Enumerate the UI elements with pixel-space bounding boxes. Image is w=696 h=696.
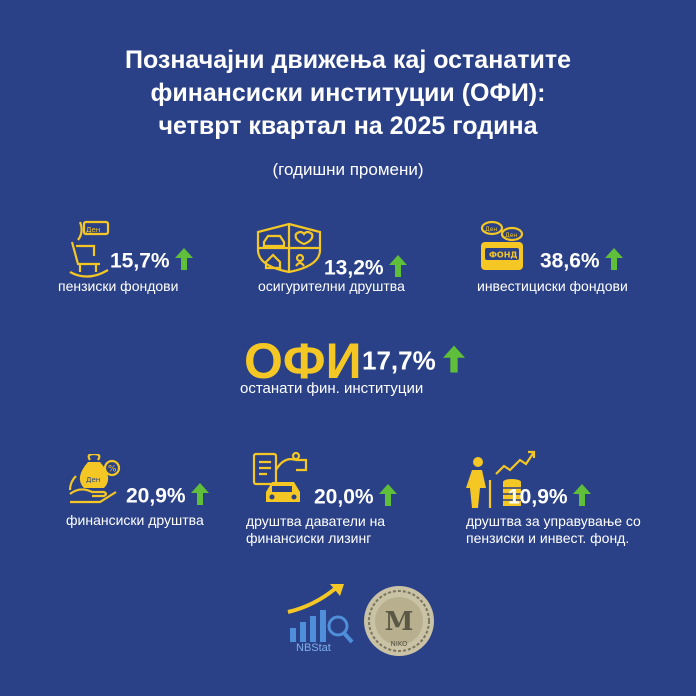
page-subtitle: (годишни промени) [272,160,424,179]
elder-coins-growth-icon [462,450,538,510]
pension-label: пензиски фондови [58,278,179,294]
up-arrow-icon [175,248,194,276]
title-line-3: четврт квартал на 2025 година [158,112,538,140]
management-label-line-1: друштва за управување со [466,513,641,529]
investment-value: 38,6% [540,248,624,276]
title-line-2: финансиски институции (ОФИ): [150,79,546,107]
ofi-label: останати фин. институции [240,380,424,397]
leasing-value: 20,0% [314,484,398,512]
leasing-label-line-1: друштва даватели на [246,513,386,529]
ofi-value: 17,7% [362,345,465,380]
management-label: друштва за управување со пензиски и инве… [466,513,641,547]
management-value: 10,9% [508,484,592,512]
nbstat-label: NBStat [296,642,331,654]
rocking-chair-money-icon: Ден [66,218,112,282]
seal-text: NIKO [390,640,408,648]
svg-text:M: M [385,607,414,637]
up-arrow-icon [573,484,592,512]
page-title: Позначајни движења кај останатите финанс… [0,44,696,143]
title-line-1: Позначајни движења кај останатите [125,46,571,74]
svg-text:Ден: Ден [86,226,100,234]
insurance-shield-icon [256,222,322,274]
svg-text:Ден: Ден [86,476,100,484]
up-arrow-icon [379,484,398,512]
money-bag-hand-icon: Ден % [66,454,126,506]
svg-text:ФОНД: ФОНД [489,251,518,260]
leasing-label: друштва даватели на финансиски лизинг [246,513,385,547]
svg-text:%: % [108,465,117,475]
insurance-value: 13,2% [324,255,408,283]
ofi-acronym: ОФИ [244,333,362,389]
up-arrow-icon [442,345,465,380]
finance-label: финансиски друштва [66,512,204,528]
management-label-line-2: пензиски и инвест. фонд. [466,530,630,546]
up-arrow-icon [605,248,624,276]
leasing-label-line-2: финансиски лизинг [246,530,372,546]
fund-coins-icon: Ден Ден ФОНД [478,218,526,274]
nbrm-seal-logo: M NIKO [362,584,436,658]
svg-text:Ден: Ден [505,232,517,239]
up-arrow-icon [191,483,210,511]
insurance-label: осигурителни друштва [258,278,405,294]
nbstat-logo [284,582,356,658]
investment-label: инвестициски фондови [477,278,628,294]
svg-text:Ден: Ден [485,226,497,233]
up-arrow-icon [389,255,408,283]
car-leasing-icon [250,450,312,510]
pension-value: 15,7% [110,248,194,276]
finance-value: 20,9% [126,483,210,511]
